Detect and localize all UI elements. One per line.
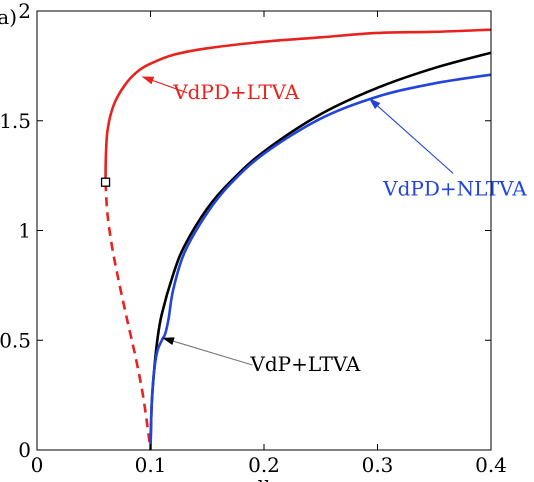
annotation-arrow-vdpd-nltva: [368, 98, 454, 174]
annotation-label-vdpd-nltva: VdPD+NLTVA: [382, 176, 527, 200]
plot-annotations: VdPD+LTVA VdPD+NLTVA VdP+LTVA: [141, 76, 527, 376]
plot-markers: [100, 177, 111, 187]
x-axis-label: μ: [258, 471, 271, 482]
y-tick-label: 1.5: [0, 109, 31, 133]
plot-series: [104, 28, 491, 450]
axis-ticks: [36, 10, 492, 451]
annotation-label-vdpd-ltva: VdPD+LTVA: [172, 80, 300, 104]
x-tick-label: 0: [31, 453, 44, 477]
panel-label: (a): [0, 5, 17, 29]
x-tick-label: 0.3: [362, 453, 394, 477]
x-tick-label: 0.1: [135, 453, 167, 477]
marker-fold: [100, 177, 111, 187]
series-line-vdpd-nltva: [149, 73, 491, 450]
x-tick-labels: 0 0.1 0.2 0.3 0.4: [31, 453, 507, 477]
x-tick-label: 0.2: [248, 453, 280, 477]
x-tick-label: 0.4: [475, 453, 507, 477]
series-line-vdpd-ltva-unstable: [104, 182, 152, 450]
plot-frame: [36, 10, 492, 451]
y-tick-labels: 0 0.5 1 1.5 2: [0, 0, 31, 462]
y-tick-label: 1: [18, 219, 31, 243]
annotation-arrow-vdpd-ltva: [141, 76, 188, 94]
y-tick-label: 0: [18, 438, 31, 462]
annotation-label-vdp-ltva: VdP+LTVA: [249, 352, 361, 376]
series-line-vdpd-ltva: [104, 28, 491, 183]
y-tick-label: 0.5: [0, 328, 31, 352]
y-tick-label: 2: [18, 0, 31, 23]
series-line-vdp-ltva: [149, 51, 491, 450]
annotation-arrow-vdp-ltva: [162, 337, 253, 366]
